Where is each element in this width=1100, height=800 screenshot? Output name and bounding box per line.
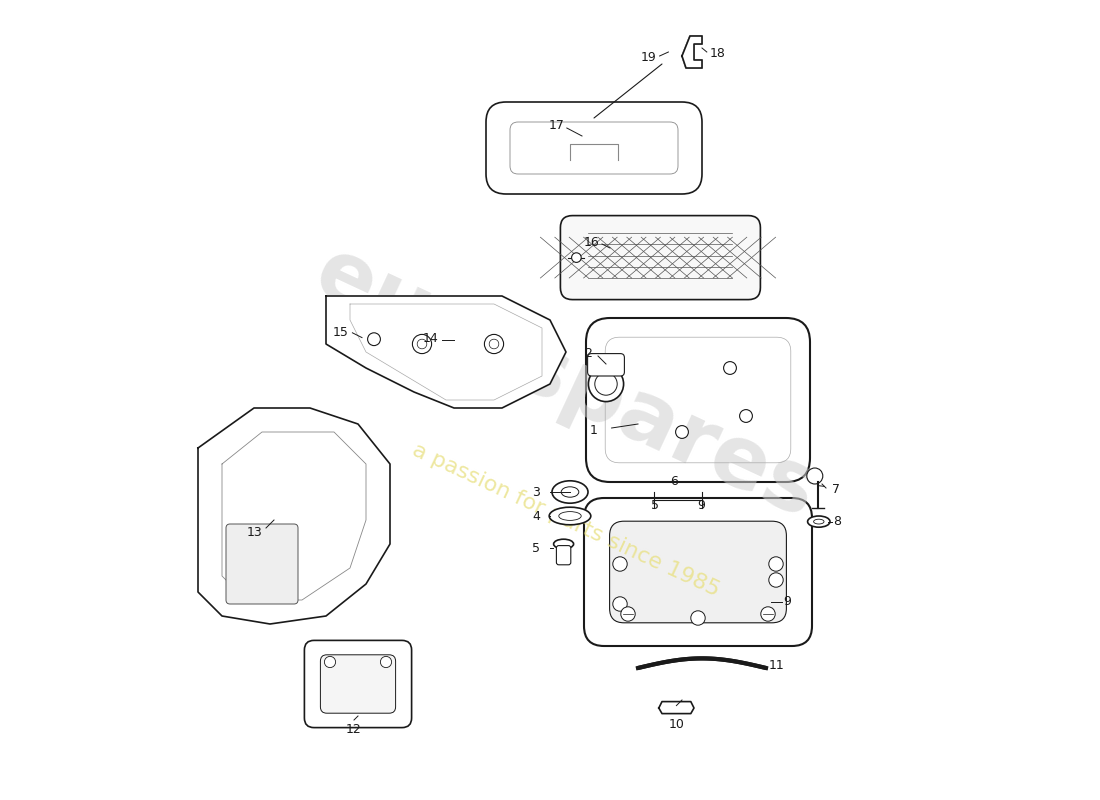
Circle shape [324,656,336,667]
Polygon shape [682,36,702,68]
FancyBboxPatch shape [586,318,810,482]
FancyBboxPatch shape [320,654,396,714]
Circle shape [613,557,627,571]
Text: 9: 9 [783,595,792,608]
Circle shape [620,606,635,621]
Text: 3: 3 [532,486,540,498]
FancyBboxPatch shape [226,524,298,604]
Text: 18: 18 [710,47,725,60]
Circle shape [595,373,617,395]
Text: 6: 6 [670,475,678,488]
Ellipse shape [552,481,589,503]
Polygon shape [326,296,566,408]
Text: 7: 7 [832,483,839,496]
Circle shape [806,468,823,484]
FancyBboxPatch shape [584,498,812,646]
Text: 5: 5 [651,499,659,512]
Polygon shape [198,408,390,624]
Text: 10: 10 [669,718,684,730]
Circle shape [769,557,783,571]
Circle shape [613,597,627,611]
Circle shape [675,426,689,438]
FancyBboxPatch shape [609,522,786,622]
Circle shape [484,334,504,354]
Circle shape [367,333,381,346]
Text: 5: 5 [532,542,540,554]
Circle shape [691,611,705,626]
Text: 17: 17 [549,119,564,132]
FancyBboxPatch shape [305,640,411,728]
Ellipse shape [553,539,573,549]
Circle shape [417,339,427,349]
Text: 19: 19 [640,51,657,64]
Ellipse shape [814,519,824,524]
Ellipse shape [559,512,581,520]
Text: 11: 11 [769,659,784,672]
Text: 12: 12 [346,723,362,736]
Circle shape [490,339,498,349]
Text: 16: 16 [584,236,600,249]
Text: 1: 1 [590,424,598,437]
Text: 2: 2 [584,347,593,360]
Ellipse shape [549,507,591,525]
Text: 13: 13 [246,526,262,538]
FancyBboxPatch shape [560,215,760,299]
FancyBboxPatch shape [557,546,571,565]
Circle shape [739,410,752,422]
Text: a passion for parts since 1985: a passion for parts since 1985 [409,440,723,600]
Text: 15: 15 [332,326,349,338]
Circle shape [761,606,776,621]
Circle shape [588,366,624,402]
Text: 4: 4 [532,510,540,522]
Polygon shape [659,702,694,714]
Ellipse shape [807,516,830,527]
FancyBboxPatch shape [486,102,702,194]
Text: 8: 8 [833,515,842,528]
Text: 9: 9 [697,499,705,512]
Ellipse shape [561,486,579,498]
Circle shape [769,573,783,587]
FancyBboxPatch shape [587,354,625,376]
Circle shape [572,253,581,262]
Text: eurospares: eurospares [301,231,830,537]
Circle shape [412,334,431,354]
Text: 14: 14 [422,332,438,345]
Circle shape [381,656,392,667]
Circle shape [724,362,736,374]
